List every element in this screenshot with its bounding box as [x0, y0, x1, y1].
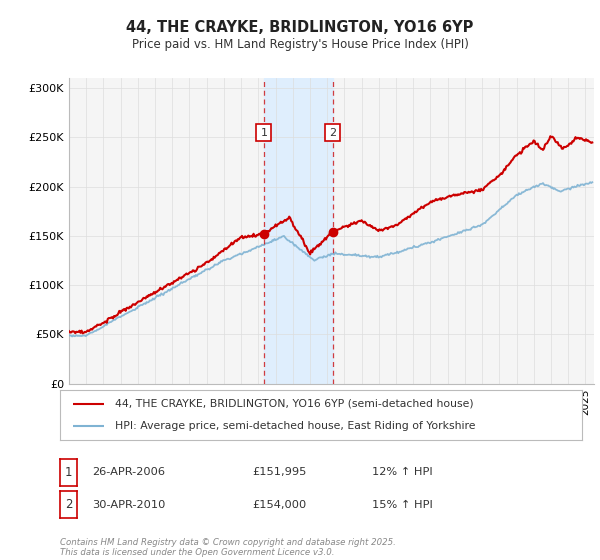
- Text: 44, THE CRAYKE, BRIDLINGTON, YO16 6YP (semi-detached house): 44, THE CRAYKE, BRIDLINGTON, YO16 6YP (s…: [115, 399, 473, 409]
- Text: 1: 1: [260, 128, 268, 138]
- Text: 12% ↑ HPI: 12% ↑ HPI: [372, 467, 433, 477]
- Text: Contains HM Land Registry data © Crown copyright and database right 2025.
This d: Contains HM Land Registry data © Crown c…: [60, 538, 396, 557]
- Text: 15% ↑ HPI: 15% ↑ HPI: [372, 500, 433, 510]
- Text: 44, THE CRAYKE, BRIDLINGTON, YO16 6YP: 44, THE CRAYKE, BRIDLINGTON, YO16 6YP: [127, 20, 473, 35]
- Bar: [264, 78, 333, 384]
- Text: 30-APR-2010: 30-APR-2010: [92, 500, 165, 510]
- Text: £151,995: £151,995: [252, 467, 307, 477]
- Text: Price paid vs. HM Land Registry's House Price Index (HPI): Price paid vs. HM Land Registry's House …: [131, 38, 469, 50]
- Text: £154,000: £154,000: [252, 500, 306, 510]
- Text: 2: 2: [329, 128, 337, 138]
- Text: 26-APR-2006: 26-APR-2006: [92, 467, 165, 477]
- Text: 1: 1: [65, 465, 72, 479]
- Text: 2: 2: [65, 498, 72, 511]
- Text: HPI: Average price, semi-detached house, East Riding of Yorkshire: HPI: Average price, semi-detached house,…: [115, 421, 475, 431]
